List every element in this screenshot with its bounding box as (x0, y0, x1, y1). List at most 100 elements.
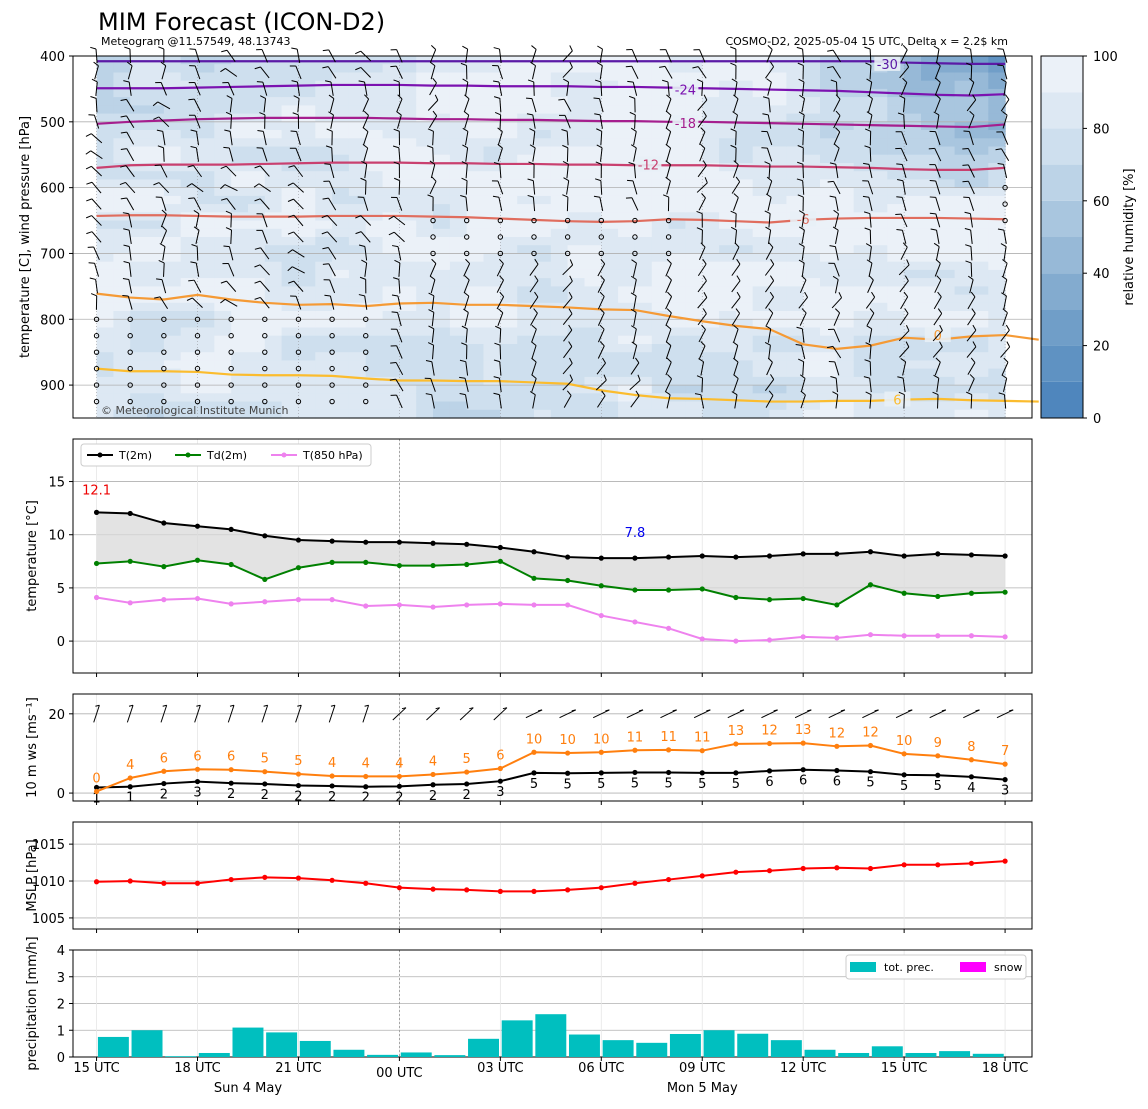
humidity-cell (585, 360, 602, 369)
humidity-cell (887, 360, 904, 369)
humidity-cell (753, 352, 770, 361)
t2m-point (565, 554, 570, 559)
humidity-cell (484, 385, 501, 394)
humidity-cell (753, 196, 770, 205)
humidity-cell (332, 328, 349, 337)
surface-wind-barb-flag (875, 710, 879, 711)
humidity-cell (618, 262, 635, 271)
humidity-cell (820, 402, 837, 411)
x-tick-label: 18 UTC (982, 1061, 1028, 1076)
humidity-cell (736, 138, 753, 147)
humidity-cell (820, 171, 837, 180)
humidity-cell (921, 303, 938, 312)
humidity-cell (248, 89, 265, 98)
wind-barb-flag (462, 46, 467, 49)
location-subtitle: Meteogram @11.57549, 48.13743 (101, 35, 291, 48)
humidity-cell (164, 360, 181, 369)
humidity-cell (450, 295, 467, 304)
wind-gust-label: 4 (362, 756, 370, 771)
humidity-cell (349, 188, 366, 197)
humidity-cell (770, 196, 787, 205)
humidity-cell (837, 196, 854, 205)
humidity-cell (248, 270, 265, 279)
humidity-cell (601, 369, 618, 378)
humidity-cell (854, 245, 871, 254)
humidity-cell (837, 385, 854, 394)
humidity-cell (332, 97, 349, 106)
humidity-cell (164, 122, 181, 131)
humidity-cell (635, 196, 652, 205)
humidity-cell (770, 179, 787, 188)
humidity-cell (736, 212, 753, 221)
humidity-cell (871, 73, 888, 82)
humidity-cell (685, 295, 702, 304)
humidity-cell (248, 303, 265, 312)
humidity-cell (669, 328, 686, 337)
humidity-cell (736, 73, 753, 82)
wind-gust-label: 4 (429, 754, 437, 769)
humidity-cell (938, 171, 955, 180)
humidity-cell (97, 385, 114, 394)
humidity-cell (113, 188, 130, 197)
humidity-cell (130, 221, 147, 230)
humidity-cell (685, 179, 702, 188)
humidity-cell (500, 196, 517, 205)
humidity-cell (332, 122, 349, 131)
wind-speed-label: 2 (160, 788, 168, 803)
humidity-cell (399, 286, 416, 295)
humidity-cell (467, 147, 484, 156)
wind-speed-point (1002, 777, 1007, 782)
humidity-cell (702, 352, 719, 361)
wind-gust-point (262, 769, 267, 774)
humidity-cell (97, 221, 114, 230)
wind-barb-flag (494, 48, 500, 49)
humidity-cell (484, 114, 501, 123)
humidity-cell (921, 295, 938, 304)
humidity-cell (955, 114, 972, 123)
wind-speed-point (296, 783, 301, 788)
humidity-cell (332, 385, 349, 394)
humidity-cell (332, 319, 349, 328)
humidity-cell (551, 336, 568, 345)
humidity-cell (450, 352, 467, 361)
humidity-cell (416, 64, 433, 73)
precipitation-bar (132, 1030, 163, 1057)
humidity-cell (164, 270, 181, 279)
humidity-cell (702, 402, 719, 411)
td2m-point (262, 577, 267, 582)
humidity-cell (130, 73, 147, 82)
humidity-cell (618, 311, 635, 320)
humidity-cell (803, 97, 820, 106)
humidity-cell (450, 188, 467, 197)
wind-barb-flag (324, 164, 330, 165)
humidity-cell (837, 254, 854, 263)
humidity-cell (921, 278, 938, 287)
humidity-cell (433, 196, 450, 205)
mslp-point (229, 877, 234, 882)
t2m-point (733, 554, 738, 559)
precipitation-bar (434, 1055, 465, 1057)
mslp-point (1002, 859, 1007, 864)
humidity-cell (534, 179, 551, 188)
humidity-cell (971, 237, 988, 246)
humidity-cell (786, 278, 803, 287)
td2m-point (767, 597, 772, 602)
humidity-cell (955, 262, 972, 271)
wind-barb-flag (526, 98, 532, 99)
humidity-cell (130, 254, 147, 263)
wind-gust-label: 4 (328, 756, 336, 771)
humidity-cell (500, 97, 517, 106)
y-tick-label: 800 (40, 313, 65, 328)
humidity-cell (534, 352, 551, 361)
humidity-cell (332, 344, 349, 353)
humidity-cell (854, 229, 871, 238)
wind-gust-label: 6 (496, 749, 504, 764)
wind-speed-label: 5 (597, 777, 605, 792)
y-tick-label: 5 (57, 582, 65, 597)
humidity-cell (265, 196, 282, 205)
humidity-cell (635, 179, 652, 188)
humidity-cell (130, 237, 147, 246)
humidity-cell (803, 369, 820, 378)
humidity-cell (618, 360, 635, 369)
